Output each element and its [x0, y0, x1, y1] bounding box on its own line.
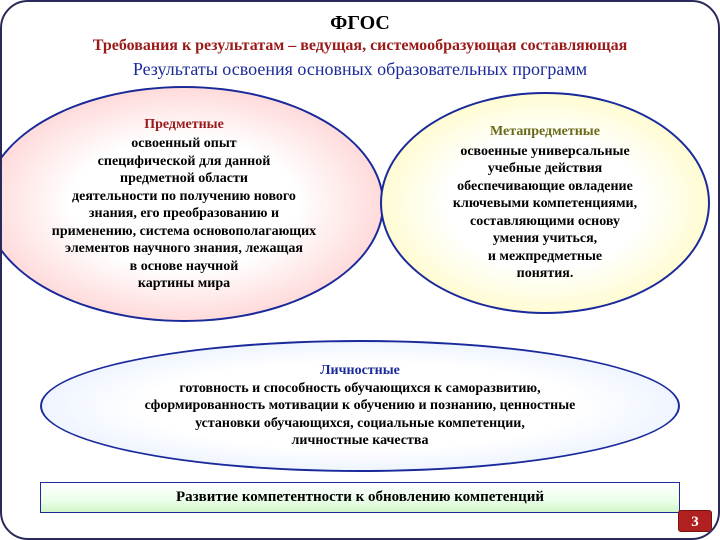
oval-bottom-head: Личностные [320, 362, 400, 380]
oval-left-head: Предметные [144, 116, 224, 134]
oval-right-head: Метапредметные [490, 123, 600, 141]
oval-right: Метапредметные освоенные универсальныеуч… [380, 92, 710, 314]
oval-bottom-body: готовность и способность обучающихся к с… [145, 380, 576, 450]
title-main: ФГОС [2, 12, 718, 35]
slide-frame: ФГОС Требования к результатам – ведущая,… [0, 0, 720, 540]
oval-bottom: Личностные готовность и способность обуч… [40, 340, 680, 472]
oval-left-body: освоенный опытспецифической для даннойпр… [52, 135, 316, 293]
subtitle-blue: Результаты освоения основных образовател… [2, 59, 718, 80]
subtitle-red: Требования к результатам – ведущая, сист… [2, 37, 718, 55]
oval-left: Предметные освоенный опытспецифической д… [0, 86, 384, 322]
page-number-badge: 3 [678, 510, 712, 532]
oval-right-body: освоенные универсальныеучебные действияо… [453, 143, 637, 283]
ovals-row: Предметные освоенный опытспецифической д… [2, 86, 718, 336]
footer-bar: Развитие компетентности к обновлению ком… [40, 482, 680, 513]
